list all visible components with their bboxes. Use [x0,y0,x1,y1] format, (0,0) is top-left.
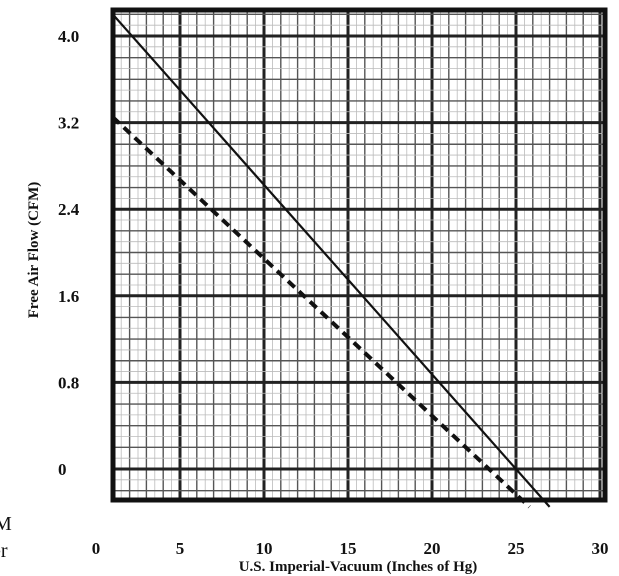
x-axis-title: U.S. Imperial-Vacuum (Inches of Hg) [239,559,478,575]
y-tick-label: 1.6 [58,287,79,306]
y-axis-title: Free Air Flow (CFM) [26,182,42,318]
y-tick-label: 2.4 [58,200,80,219]
x-tick-label: 15 [340,539,357,558]
series-line-2 [111,115,531,509]
y-tick-label: 0 [58,460,67,479]
x-tick-label: 0 [92,539,101,558]
x-tick-label: 30 [592,539,609,558]
cropped-text-line-1: M [0,513,12,535]
x-tick-label: 10 [256,539,273,558]
x-tick-label: 20 [424,539,441,558]
series-layer [111,13,551,509]
grid [113,10,605,500]
y-tick-label: 3.2 [58,114,79,133]
y-tick-label: 0.8 [58,373,79,392]
plot-frame [110,7,608,503]
series-line-1 [111,13,551,508]
y-axis-ticks: 4.0 3.2 2.4 1.6 0.8 0 [58,27,80,479]
x-tick-label: 5 [176,539,185,558]
x-axis-ticks: 0 5 10 15 20 25 30 [92,539,609,558]
x-tick-label: 25 [508,539,525,558]
cropped-text-line-2: er [0,540,8,562]
y-tick-label: 4.0 [58,27,79,46]
